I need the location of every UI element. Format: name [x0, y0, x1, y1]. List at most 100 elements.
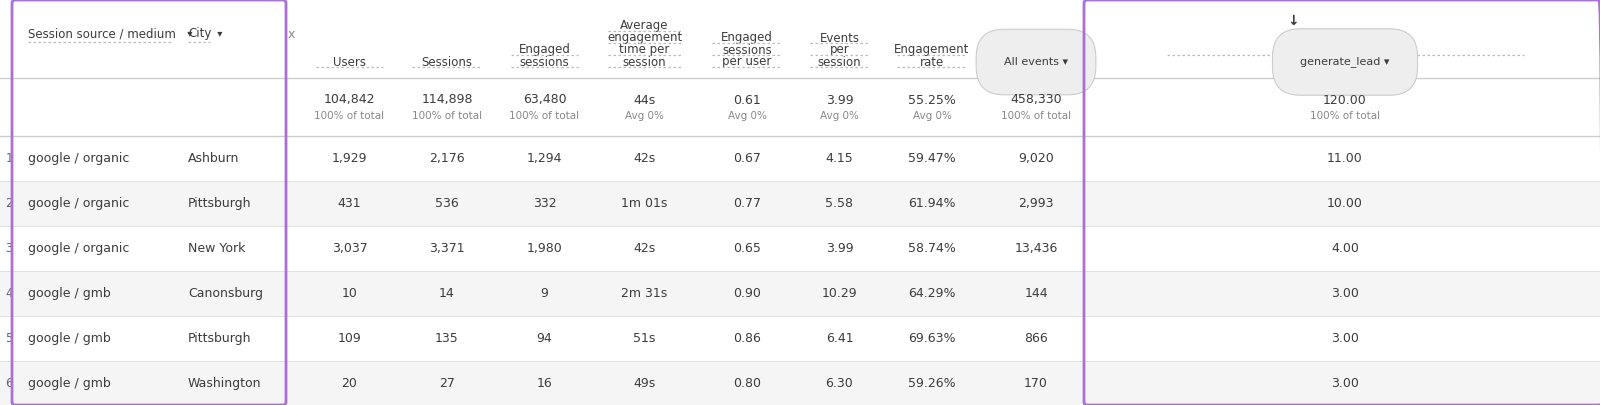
- Text: 44s: 44s: [634, 94, 656, 107]
- Bar: [0, 0, 1600, 78]
- Text: Average: Average: [621, 19, 669, 32]
- Text: All events ▾: All events ▾: [1003, 57, 1069, 67]
- Text: google / organic: google / organic: [29, 197, 130, 210]
- Text: sessions: sessions: [520, 55, 570, 68]
- Text: ▾: ▾: [184, 29, 192, 39]
- Text: 6.30: 6.30: [826, 377, 853, 390]
- Text: 58.74%: 58.74%: [909, 242, 955, 255]
- Text: 5.58: 5.58: [826, 197, 853, 210]
- Text: 51s: 51s: [634, 332, 656, 345]
- Text: Avg 0%: Avg 0%: [912, 111, 952, 121]
- Text: 9: 9: [541, 287, 549, 300]
- Text: Engaged: Engaged: [722, 32, 773, 45]
- Bar: [0, 181, 1600, 226]
- Text: 63,480: 63,480: [523, 94, 566, 107]
- Text: 135: 135: [435, 332, 459, 345]
- Text: 61.94%: 61.94%: [909, 197, 955, 210]
- Text: Event count: Event count: [1000, 43, 1072, 57]
- Text: 4.15: 4.15: [826, 152, 853, 165]
- Text: 59.26%: 59.26%: [909, 377, 955, 390]
- Text: 3: 3: [5, 242, 13, 255]
- Text: 100% of total: 100% of total: [315, 111, 384, 121]
- Text: 5: 5: [5, 332, 13, 345]
- Text: google / organic: google / organic: [29, 152, 130, 165]
- Text: Avg 0%: Avg 0%: [728, 111, 766, 121]
- Text: x: x: [288, 28, 294, 40]
- Text: 3,037: 3,037: [331, 242, 368, 255]
- Text: Ashburn: Ashburn: [189, 152, 240, 165]
- Text: 69.63%: 69.63%: [909, 332, 955, 345]
- Text: engagement: engagement: [606, 32, 682, 45]
- Text: Pittsburgh: Pittsburgh: [189, 197, 251, 210]
- Text: City: City: [189, 28, 211, 40]
- Text: Engaged: Engaged: [518, 43, 571, 57]
- Text: 55.25%: 55.25%: [909, 94, 955, 107]
- Text: generate_lead ▾: generate_lead ▾: [1301, 57, 1390, 68]
- Text: Washington: Washington: [189, 377, 261, 390]
- Bar: [0, 361, 1600, 405]
- Bar: [0, 316, 1600, 361]
- Text: Canonsburg: Canonsburg: [189, 287, 262, 300]
- Text: 94: 94: [536, 332, 552, 345]
- Text: 9,020: 9,020: [1018, 152, 1054, 165]
- Text: session: session: [622, 55, 666, 68]
- Text: 42s: 42s: [634, 242, 656, 255]
- Text: 2,176: 2,176: [429, 152, 466, 165]
- Text: google / gmb: google / gmb: [29, 332, 110, 345]
- Text: New York: New York: [189, 242, 245, 255]
- Bar: [0, 271, 1600, 316]
- Text: 1,294: 1,294: [526, 152, 562, 165]
- Text: 120.00: 120.00: [1323, 94, 1366, 107]
- Text: per: per: [830, 43, 850, 57]
- Text: 20: 20: [341, 377, 357, 390]
- Text: 10: 10: [341, 287, 357, 300]
- Text: 0.86: 0.86: [733, 332, 762, 345]
- Text: google / organic: google / organic: [29, 242, 130, 255]
- Text: 170: 170: [1024, 377, 1048, 390]
- Text: ↓: ↓: [1286, 14, 1299, 28]
- Text: 2,993: 2,993: [1018, 197, 1054, 210]
- Text: Avg 0%: Avg 0%: [821, 111, 859, 121]
- Text: 431: 431: [338, 197, 362, 210]
- Text: 866: 866: [1024, 332, 1048, 345]
- Text: sessions: sessions: [722, 43, 771, 57]
- Text: 114,898: 114,898: [421, 94, 472, 107]
- Text: Users: Users: [333, 55, 366, 68]
- Text: 10.00: 10.00: [1326, 197, 1363, 210]
- Bar: [0, 226, 1600, 271]
- Text: 2m 31s: 2m 31s: [621, 287, 667, 300]
- Text: 10.29: 10.29: [822, 287, 858, 300]
- Text: 3,371: 3,371: [429, 242, 466, 255]
- Text: 109: 109: [338, 332, 362, 345]
- Text: 6: 6: [5, 377, 13, 390]
- Text: 0.65: 0.65: [733, 242, 762, 255]
- Text: 100% of total: 100% of total: [1002, 111, 1070, 121]
- Text: 1,929: 1,929: [331, 152, 368, 165]
- Text: 0.77: 0.77: [733, 197, 762, 210]
- Text: 2: 2: [5, 197, 13, 210]
- Text: Engagement: Engagement: [894, 43, 970, 57]
- Text: per user: per user: [722, 55, 771, 68]
- Text: 100% of total: 100% of total: [411, 111, 482, 121]
- Text: 3.00: 3.00: [1331, 332, 1358, 345]
- Text: session: session: [818, 55, 861, 68]
- Bar: [0, 136, 1600, 181]
- Text: Sessions: Sessions: [421, 55, 472, 68]
- Text: google / gmb: google / gmb: [29, 287, 110, 300]
- Text: 458,330: 458,330: [1010, 94, 1062, 107]
- Text: Session source / medium: Session source / medium: [29, 28, 176, 40]
- Text: rate: rate: [920, 55, 944, 68]
- Text: time per: time per: [619, 43, 670, 57]
- Text: Avg 0%: Avg 0%: [626, 111, 664, 121]
- Text: 0.90: 0.90: [733, 287, 762, 300]
- Text: 100% of total: 100% of total: [509, 111, 579, 121]
- Text: 0.61: 0.61: [733, 94, 762, 107]
- Text: 4: 4: [5, 287, 13, 300]
- Text: 64.29%: 64.29%: [909, 287, 955, 300]
- Text: google / gmb: google / gmb: [29, 377, 110, 390]
- Text: 3.00: 3.00: [1331, 287, 1358, 300]
- Text: 1: 1: [5, 152, 13, 165]
- Text: 1,980: 1,980: [526, 242, 562, 255]
- Text: ▾: ▾: [214, 29, 222, 39]
- Text: 42s: 42s: [634, 152, 656, 165]
